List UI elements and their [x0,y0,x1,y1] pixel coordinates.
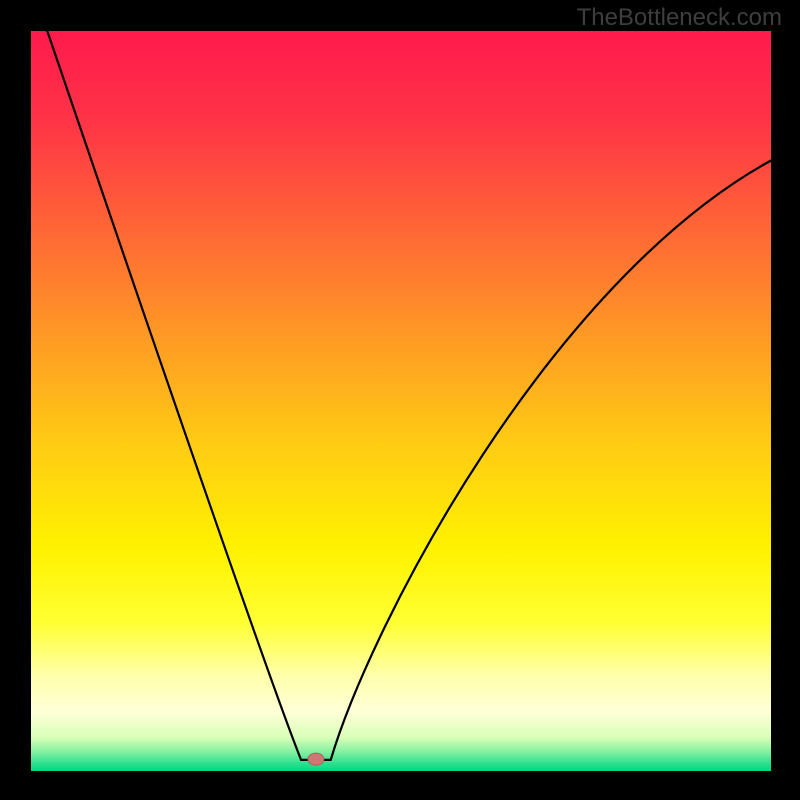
plot-area [31,31,771,771]
watermark-text: TheBottleneck.com [577,4,782,32]
minimum-marker [308,753,324,765]
curve-layer [31,31,771,771]
bottleneck-curve [47,31,771,760]
